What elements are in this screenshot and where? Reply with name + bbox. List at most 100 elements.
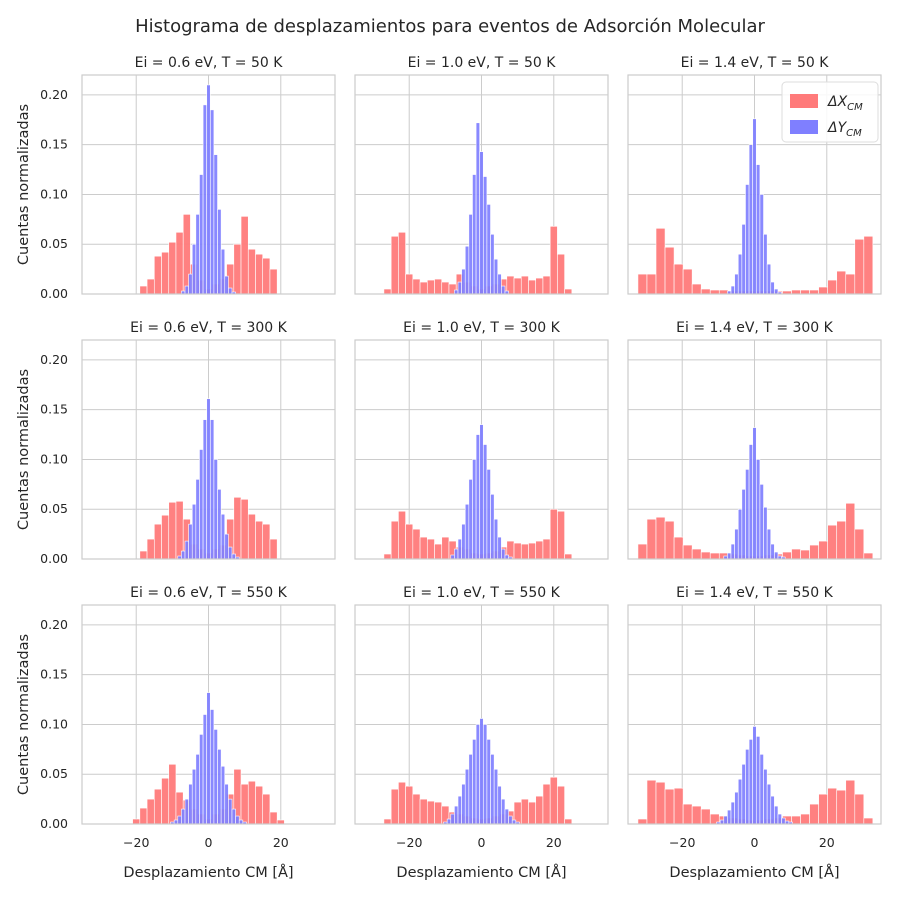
bar-x-cm <box>673 787 684 825</box>
bar-y-cm <box>188 523 193 560</box>
bar-y-cm <box>766 263 772 295</box>
bar-y-cm <box>781 817 786 825</box>
bar-x-cm <box>520 543 529 560</box>
bar-y-cm <box>195 479 200 560</box>
bar-x-cm <box>854 528 865 560</box>
bar-y-cm <box>468 214 473 295</box>
bar-y-cm <box>206 398 211 560</box>
bar-y-cm <box>501 548 506 560</box>
bar-x-cm <box>682 803 693 825</box>
bar-x-cm <box>863 235 874 295</box>
bar-y-cm <box>759 484 764 560</box>
bar-y-cm <box>220 513 226 560</box>
subplot-title: Ei = 1.0 eV, T = 300 K <box>403 320 561 336</box>
y-axis-label: Cuentas normalizadas <box>16 104 32 265</box>
bar-x-cm <box>161 777 170 825</box>
bar-x-cm <box>549 226 558 295</box>
bar-x-cm <box>233 243 242 295</box>
subplot-panel: Ei = 1.0 eV, T = 550 K −20 0 20 Desplazamien… <box>354 585 609 881</box>
bar-y-cm <box>228 798 233 825</box>
bar-x-cm <box>655 781 666 825</box>
bar-x-cm <box>390 788 399 825</box>
bar-y-cm <box>483 724 488 825</box>
bar-x-cm <box>827 279 838 295</box>
bar-x-cm <box>426 279 435 295</box>
subplot-title: Ei = 0.6 eV, T = 550 K <box>130 585 288 601</box>
figure-title: Histograma de desplazamientos para event… <box>135 16 765 37</box>
bar-y-cm <box>745 469 750 560</box>
bar-x-cm <box>682 544 693 560</box>
bar-x-cm <box>383 288 392 295</box>
bar-y-cm <box>504 808 509 825</box>
bar-x-cm <box>426 538 435 560</box>
bar-y-cm <box>493 518 499 560</box>
plot-frame <box>81 339 336 560</box>
bar-x-cm <box>637 543 648 560</box>
bar-x-cm <box>791 548 801 560</box>
y-tick-label: 0.05 <box>40 766 68 781</box>
y-axis-label: Cuentas normalizadas <box>16 369 32 530</box>
bar-y-cm <box>475 724 480 825</box>
bar-y-cm <box>457 795 462 825</box>
bar-x-cm <box>557 785 565 825</box>
bar-y-cm <box>734 791 739 825</box>
bar-x-cm <box>646 779 657 825</box>
x-axis-label: Desplazamiento CM [Å] <box>669 864 839 881</box>
bar-x-cm <box>637 273 648 295</box>
plot-frame <box>354 339 609 560</box>
subplot-panel: Ei = 1.0 eV, T = 300 K <box>354 320 609 560</box>
y-tick-label: 0.05 <box>40 236 68 251</box>
bar-x-cm <box>664 788 675 825</box>
bar-y-cm <box>745 184 750 295</box>
bar-x-cm <box>535 795 544 825</box>
subplot-panel: Ei = 1.4 eV, T = 300 K <box>627 320 882 560</box>
bar-y-cm <box>479 151 484 295</box>
x-axis-label: Desplazamiento CM [Å] <box>396 864 566 881</box>
bar-x-cm <box>691 283 702 295</box>
plot-frame <box>81 604 336 825</box>
bar-x-cm <box>412 278 421 295</box>
bar-y-cm <box>752 118 757 295</box>
bar-y-cm <box>446 818 452 825</box>
bar-x-cm <box>168 501 177 560</box>
bar-x-cm <box>153 788 162 825</box>
x-tick-label: −20 <box>669 835 695 850</box>
bar-y-cm <box>508 815 513 825</box>
bar-y-cm <box>191 768 197 825</box>
bar-x-cm <box>161 251 170 295</box>
plot-frame <box>627 74 882 295</box>
x-tick-label: 20 <box>546 835 562 850</box>
bar-x-cm <box>262 257 271 295</box>
bar-x-cm <box>700 551 711 560</box>
bar-y-cm <box>213 729 218 825</box>
bar-y-cm <box>748 444 753 560</box>
bar-y-cm <box>486 739 491 825</box>
bar-y-cm <box>217 489 222 560</box>
bar-x-cm <box>419 536 428 560</box>
bar-x-cm <box>646 273 657 295</box>
subplot-panel: Ei = 1.4 eV, T = 550 K −20 0 20 Desplazamien… <box>627 585 882 881</box>
bar-x-cm <box>528 542 537 560</box>
bar-y-cm <box>497 273 502 295</box>
legend-label-main: ΔY <box>827 120 848 136</box>
bar-y-cm <box>184 285 189 295</box>
y-tick-label: 0.00 <box>40 816 68 831</box>
legend-label-subscript: CM <box>846 128 862 139</box>
subplot-title: Ei = 1.4 eV, T = 550 K <box>676 585 834 601</box>
subplot-title: Ei = 0.6 eV, T = 300 K <box>130 320 288 336</box>
bar-y-cm <box>464 768 470 825</box>
bar-x-cm <box>557 510 565 560</box>
bar-y-cm <box>213 154 218 295</box>
bar-x-cm <box>520 275 529 295</box>
bar-x-cm <box>845 502 856 560</box>
bar-y-cm <box>763 233 768 295</box>
bar-x-cm <box>513 277 522 295</box>
y-axis-label: Cuentas normalizadas <box>16 634 32 795</box>
bar-x-cm <box>854 793 865 825</box>
bar-y-cm <box>464 245 470 295</box>
bar-x-cm <box>854 238 865 295</box>
bar-x-cm <box>383 818 392 825</box>
bar-x-cm <box>528 279 537 295</box>
